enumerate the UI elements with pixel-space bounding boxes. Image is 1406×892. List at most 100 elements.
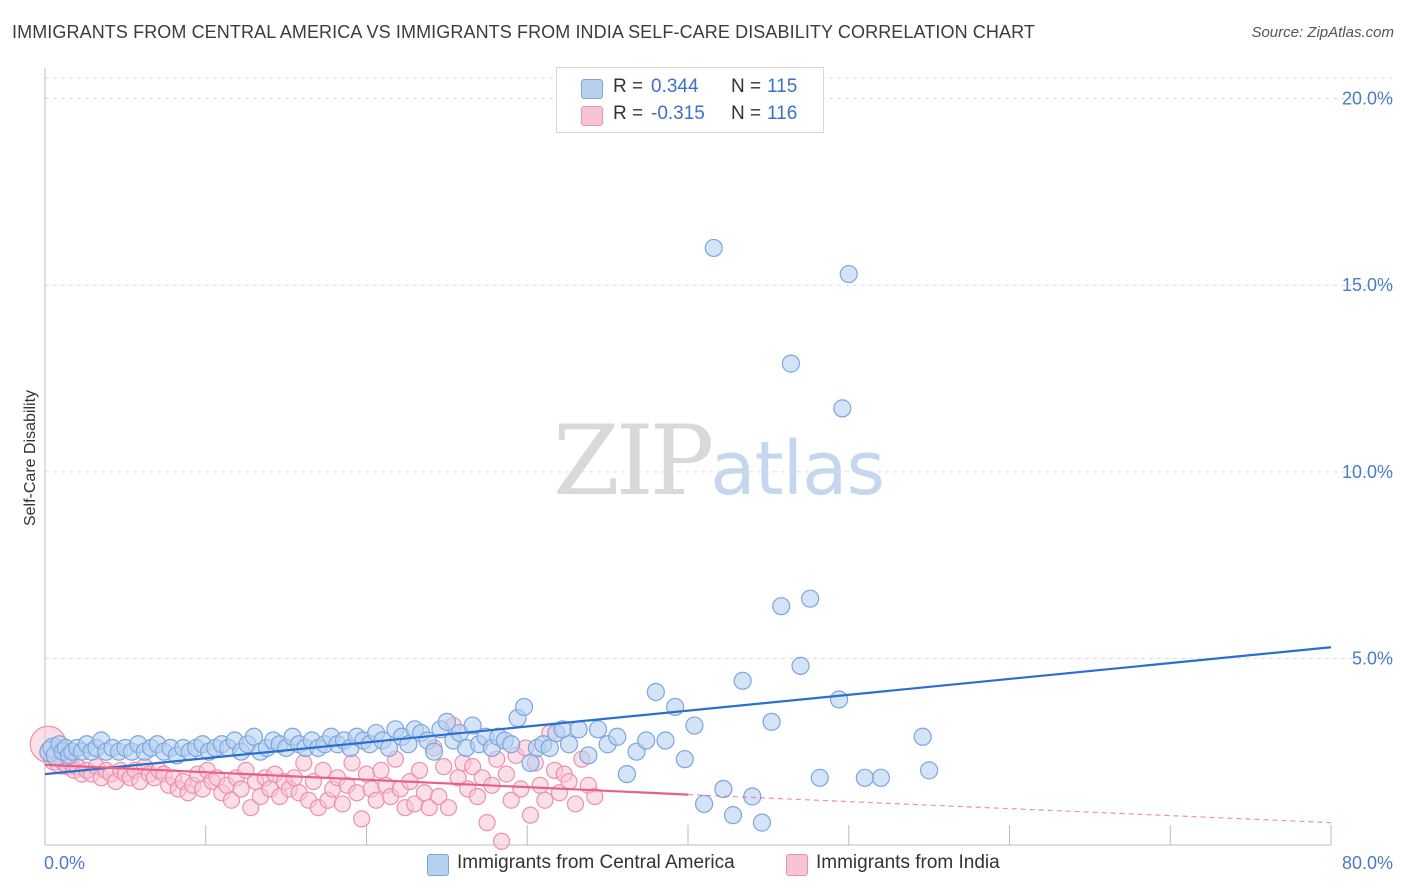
central-america-point [801,589,820,608]
india-point [468,787,487,806]
india-point [497,765,515,783]
central-america-point [772,597,791,616]
central-america-point [913,727,932,746]
india-point [314,761,332,779]
blue-swatch [427,854,449,876]
india-point [242,799,260,817]
chart-title: IMMIGRANTS FROM CENTRAL AMERICA VS IMMIG… [12,22,1035,42]
r-value: 0.344 [651,76,699,97]
central-america-point [675,750,694,769]
y-tick-label: 5.0% [1352,648,1393,668]
n-label: N = [731,76,762,97]
india-trend-line [44,763,689,796]
x-tick-label: 0.0% [44,853,85,873]
central-america-point [791,656,810,675]
central-america-point [723,806,743,825]
india-trend-line-extension [687,794,1332,824]
grid-lines [45,77,1392,659]
central-america-point [855,768,874,787]
r-value: -0.315 [651,103,705,124]
india-point [333,795,351,813]
central-america-point [752,813,772,832]
central-america-point [588,720,608,739]
india-point [566,795,585,813]
india-point [502,791,520,809]
legend-label: Immigrants from India [816,852,1000,873]
india-point [492,832,511,850]
central-america-point [839,264,858,284]
india-point [222,791,241,809]
r-label: R = [613,76,644,97]
correlation-legend: R = 0.344 N = 115 R = -0.315 N = 116 [556,67,824,133]
axes [44,68,1332,846]
india-point [295,754,313,772]
n-value: 116 [767,103,798,124]
central-america-point [579,746,598,765]
central-america-point [617,764,637,784]
india-point [536,791,554,809]
central-america-point [437,712,456,731]
y-tick-label: 10.0% [1342,462,1393,482]
axis-labels: 5.0% 10.0% 15.0% 20.0% 0.0% 80.0% Self-Care Di… [22,89,1393,873]
central-america-point [733,671,752,690]
y-tick-label: 20.0% [1342,89,1393,109]
pink-swatch [581,106,603,126]
india-point [343,754,361,772]
central-america-point [608,727,627,746]
central-america-point [637,731,656,750]
central-america-point [646,682,665,702]
central-america-point [514,697,534,717]
india-point [435,758,453,776]
india-point [353,810,371,828]
n-label: N = [731,103,762,124]
x-tick-label: 80.0% [1342,853,1393,873]
central-america-point [830,690,849,709]
source-label: Source: ZipAtlas.com [1251,24,1394,41]
india-point [463,758,482,776]
india-point [410,761,429,779]
central-america-point [656,731,675,750]
central-america-point [569,720,588,739]
central-america-point [714,779,733,799]
central-america-point [762,712,781,731]
y-axis-title: Self-Care Disability [22,390,39,526]
y-tick-label: 15.0% [1342,275,1393,295]
watermark-zip: ZIP [553,405,714,517]
central-america-point [810,768,829,787]
n-value: 115 [767,76,798,97]
central-america-point [559,735,579,754]
india-point [586,787,604,806]
watermark: ZIPatlas [553,405,885,517]
central-america-trend-line [44,646,1332,776]
central-america-point [502,735,521,754]
india-point [521,806,540,824]
central-america-point [781,354,800,373]
central-america-point [463,716,482,735]
central-america-point [704,238,723,258]
india-point [232,780,250,798]
central-america-point [920,761,939,780]
india-point [560,772,578,791]
central-america-point [424,742,444,761]
india-point [367,791,385,809]
legend-label: Immigrants from Central America [457,852,735,873]
watermark-atlas: atlas [710,426,885,512]
india-point [512,780,530,798]
india-point [415,784,433,802]
india-point [420,799,438,817]
india-point [348,784,366,802]
trend-lines [44,646,1332,824]
central-america-point [833,399,852,418]
india-point [439,799,458,817]
pink-swatch [786,854,808,876]
blue-swatch [581,79,603,99]
r-label: R = [613,103,644,124]
central-america-point [685,716,704,735]
central-america-point [871,768,891,787]
india-point [285,769,303,787]
india-point [372,761,390,779]
central-america-points [39,238,939,832]
india-point [531,776,549,794]
central-america-point [694,794,714,814]
